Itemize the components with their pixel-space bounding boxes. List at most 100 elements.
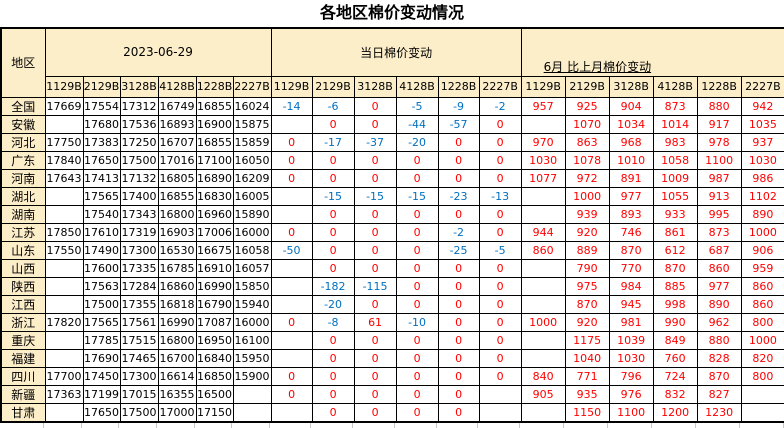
table-row: 山西 17600 17335 16785 16910 16057 0 0 0 0 0 790 770 87… [0, 258, 784, 278]
monthly-change-cell: 986 [740, 168, 784, 188]
monthly-change-cell: 987 [696, 168, 742, 188]
subcolumn-header-1228b: 1228B [195, 75, 234, 98]
daily-change-cell: -15 [311, 186, 355, 206]
table-row: 山东 17550 17490 17300 16530 16675 16058 -50 0 0 0 -2… [0, 240, 784, 260]
table-row: 全国 17669 17554 17312 16749 16855 16024 -14 -6 0 -5… [0, 96, 784, 116]
daily-change-cell: 0 [395, 294, 439, 314]
price-cell: 16893 [157, 114, 197, 134]
monthly-change-cell: 1010 [608, 150, 654, 170]
daily-change-cell: -10 [395, 312, 439, 332]
region-column-header: 地区 [0, 27, 46, 98]
price-cell: 16890 [195, 168, 234, 188]
daily-change-cell: 0 [437, 276, 480, 296]
daily-change-cell: 0 [437, 150, 480, 170]
monthly-change-cell: 849 [652, 330, 698, 350]
price-cell: 16707 [157, 132, 197, 152]
daily-change-cell: 0 [395, 168, 439, 188]
table-row: 江西 17500 17355 16818 16790 15940 -20 0 0 0 0 870 945… [0, 294, 784, 314]
daily-change-group-header: 当日棉价变动 [270, 27, 522, 77]
monthly-change-cell: 860 [520, 240, 566, 260]
region-label: 湖南 [0, 204, 46, 224]
daily-change-cell: 0 [437, 132, 480, 152]
daily-change-cell: 0 [311, 348, 355, 368]
monthly-change-cell: 1100 [608, 402, 654, 422]
monthly-change-cell: 983 [652, 132, 698, 152]
daily-change-cell: 0 [270, 168, 313, 188]
subcolumn-header-2129b: 2129B [311, 75, 355, 98]
price-cell: 17016 [157, 150, 197, 170]
monthly-change-cell: 906 [740, 240, 784, 260]
monthly-change-cell: 861 [652, 222, 698, 242]
price-cell: 17100 [195, 150, 234, 170]
daily-change-cell: 0 [395, 240, 439, 260]
monthly-change-cell: 1055 [652, 186, 698, 206]
price-cell: 17610 [82, 222, 121, 242]
subcolumn-header-1228b: 1228B [437, 75, 480, 98]
region-label: 湖北 [0, 186, 46, 206]
price-cell: 16675 [195, 240, 234, 260]
price-cell: 17465 [119, 348, 159, 368]
region-label: 安徽 [0, 114, 46, 134]
subcolumn-header-1129b: 1129B [520, 75, 566, 98]
monthly-change-cell: 933 [652, 204, 698, 224]
monthly-change-cell: 905 [520, 384, 566, 404]
daily-change-cell: 0 [353, 150, 397, 170]
monthly-change-cell: 746 [608, 222, 654, 242]
daily-change-cell: -8 [311, 312, 355, 332]
daily-change-cell: 0 [478, 330, 522, 350]
daily-change-cell: 0 [478, 294, 522, 314]
daily-change-cell: -44 [395, 114, 439, 134]
monthly-change-cell: 977 [608, 186, 654, 206]
price-cell: 16855 [157, 186, 197, 206]
monthly-change-cell: 975 [564, 276, 610, 296]
daily-change-cell: 0 [353, 204, 397, 224]
monthly-change-cell: 889 [564, 240, 610, 260]
daily-change-cell: 0 [437, 258, 480, 278]
monthly-change-cell: 860 [740, 276, 784, 296]
table-row: 广东 17840 17650 17500 17016 17100 16050 0 0 0 0 0 0 10… [0, 150, 784, 170]
region-label: 重庆 [0, 330, 46, 350]
price-cell: 16005 [232, 186, 272, 206]
monthly-change-cell: 981 [608, 312, 654, 332]
price-cell: 16057 [232, 258, 272, 278]
price-cell: 17500 [119, 150, 159, 170]
daily-change-cell: 0 [311, 204, 355, 224]
daily-change-cell: 0 [311, 168, 355, 188]
price-cell: 17000 [157, 402, 197, 422]
monthly-change-cell: 978 [696, 132, 742, 152]
monthly-change-cell: 1000 [740, 330, 784, 350]
daily-change-cell: 0 [437, 168, 480, 188]
daily-change-cell: 0 [311, 330, 355, 350]
price-cell: 17554 [82, 96, 121, 116]
monthly-change-cell: 959 [740, 258, 784, 278]
daily-change-cell: 0 [311, 240, 355, 260]
table-row: 四川 17700 17450 17300 16614 16850 15900 0 0 0 0 0 0 84… [0, 366, 784, 386]
monthly-change-cell: 920 [564, 312, 610, 332]
price-cell: 17150 [195, 402, 234, 422]
monthly-change-cell: 939 [564, 204, 610, 224]
daily-change-cell: 0 [395, 204, 439, 224]
monthly-change-cell: 800 [740, 312, 784, 332]
monthly-change-cell: 970 [520, 132, 566, 152]
daily-change-cell: 0 [437, 366, 480, 386]
monthly-change-cell: 771 [564, 366, 610, 386]
region-label: 江苏 [0, 222, 46, 242]
daily-change-cell [270, 348, 313, 368]
price-cell: 17643 [44, 168, 84, 188]
daily-change-cell: 0 [478, 114, 522, 134]
table-row: 福建 17690 17465 16700 16840 15950 0 0 0 0 0 1040 1030… [0, 348, 784, 368]
daily-change-cell: 0 [353, 258, 397, 278]
daily-change-cell: -14 [270, 96, 313, 116]
daily-change-cell: 0 [353, 168, 397, 188]
monthly-change-cell: 990 [652, 312, 698, 332]
monthly-change-cell: 1039 [608, 330, 654, 350]
group-header-row: 地区 2023-06-29 当日棉价变动 6月 比上月棉价变动 [0, 27, 784, 98]
table-row: 江苏 17850 17610 17319 16903 17006 16000 0 0 0 0 -2 0 9… [0, 222, 784, 242]
daily-change-cell: 0 [311, 114, 355, 134]
monthly-change-cell: 968 [608, 132, 654, 152]
monthly-change-cell [520, 330, 566, 350]
price-cell: 15890 [232, 204, 272, 224]
region-label: 新疆 [0, 384, 46, 404]
price-cell: 16050 [232, 150, 272, 170]
daily-change-cell: 0 [311, 258, 355, 278]
